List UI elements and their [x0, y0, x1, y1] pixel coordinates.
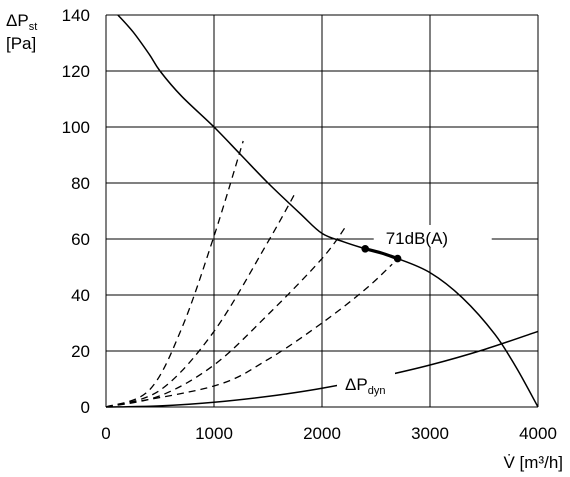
operating-point-marker [393, 254, 402, 263]
y-tick-label: 80 [71, 174, 90, 193]
noise-level-label: 71dB(A) [386, 229, 448, 248]
curves [105, 14, 539, 408]
x-tick-label: 0 [101, 424, 110, 443]
y-tick-label: 0 [81, 398, 90, 417]
dynamic-pressure-label-background [337, 370, 395, 398]
y-axis-title-sub: st [29, 21, 38, 33]
y-tick-label: 60 [71, 230, 90, 249]
y-tick-label: 120 [62, 62, 90, 81]
y-tick-label: 140 [62, 6, 90, 25]
dynamic-pressure-label-main: ΔP [345, 375, 368, 394]
system-curve-dashed [105, 263, 393, 408]
system-curve-dashed [105, 140, 244, 408]
dynamic-pressure-label: ΔPdyn [345, 375, 385, 397]
markers: 71dB(A) [361, 225, 492, 263]
x-tick-label: 1000 [195, 424, 233, 443]
y-tick-label: 100 [62, 118, 90, 137]
x-axis-title: V̇ [m³/h] [503, 453, 563, 472]
annotation-background [373, 225, 492, 247]
grid [105, 14, 539, 408]
system-curve-dashed [105, 191, 297, 408]
y-tick-label: 40 [71, 286, 90, 305]
dynamic-pressure-curve [105, 330, 539, 408]
tick-labels: 0 1000 2000 3000 4000 0 20 40 60 80 100 120 140 [62, 6, 557, 443]
x-tick-label: 2000 [303, 424, 341, 443]
y-axis-title: ΔPst [6, 11, 37, 33]
y-axis-unit: [Pa] [6, 34, 36, 53]
y-axis-title-main: ΔP [6, 11, 29, 30]
dynamic-pressure-label-sub: dyn [368, 385, 386, 397]
x-tick-label: 4000 [519, 424, 557, 443]
y-tick-label: 20 [71, 342, 90, 361]
fan-curve [117, 14, 539, 408]
x-tick-label: 3000 [411, 424, 449, 443]
system-curve-dashed [105, 224, 348, 408]
operating-range-segment [364, 247, 399, 261]
operating-point-marker [361, 245, 370, 253]
